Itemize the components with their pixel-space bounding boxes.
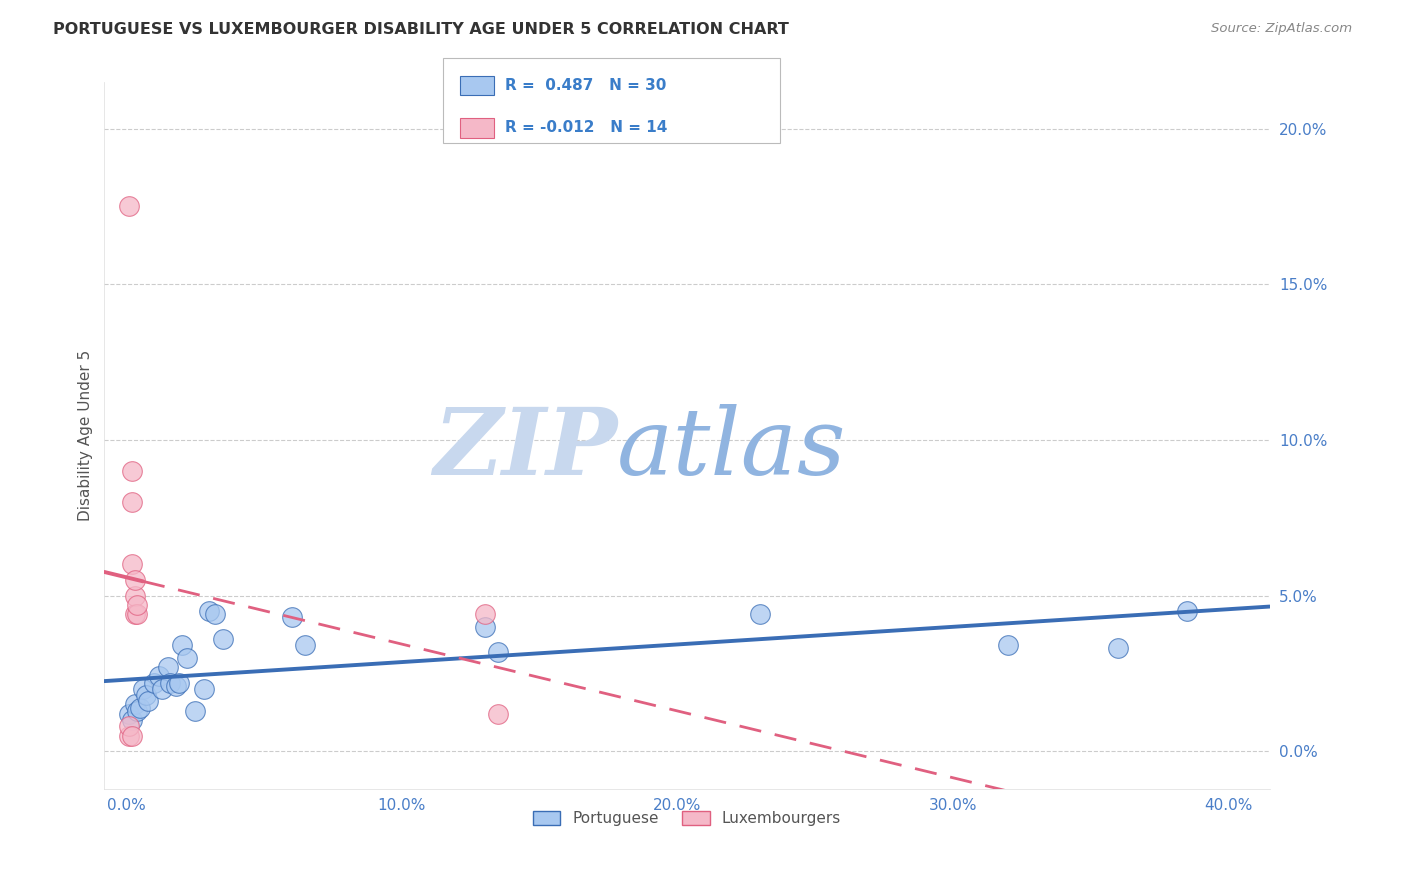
Point bbox=[121, 729, 143, 743]
Point bbox=[198, 604, 221, 618]
Point bbox=[132, 681, 155, 696]
Point bbox=[184, 704, 207, 718]
Point bbox=[749, 607, 772, 622]
Point bbox=[294, 638, 316, 652]
Point bbox=[193, 681, 215, 696]
Text: Source: ZipAtlas.com: Source: ZipAtlas.com bbox=[1212, 22, 1353, 36]
Point bbox=[486, 706, 509, 721]
Point bbox=[127, 704, 149, 718]
Point bbox=[121, 558, 143, 572]
Point bbox=[124, 698, 146, 712]
Point bbox=[165, 679, 187, 693]
Point bbox=[118, 199, 141, 213]
Point bbox=[148, 669, 170, 683]
Point bbox=[170, 638, 193, 652]
Point bbox=[280, 610, 302, 624]
Text: PORTUGUESE VS LUXEMBOURGER DISABILITY AGE UNDER 5 CORRELATION CHART: PORTUGUESE VS LUXEMBOURGER DISABILITY AG… bbox=[53, 22, 789, 37]
Point bbox=[124, 607, 146, 622]
Text: R =  0.487   N = 30: R = 0.487 N = 30 bbox=[505, 78, 666, 93]
Point bbox=[143, 675, 166, 690]
Point bbox=[204, 607, 226, 622]
Point bbox=[118, 719, 141, 733]
Point bbox=[159, 675, 181, 690]
Text: R = -0.012   N = 14: R = -0.012 N = 14 bbox=[505, 120, 666, 136]
Point bbox=[121, 464, 143, 478]
Point bbox=[121, 713, 143, 727]
Point bbox=[211, 632, 233, 646]
Point bbox=[127, 607, 149, 622]
Point bbox=[150, 681, 173, 696]
Point bbox=[129, 700, 152, 714]
Point bbox=[118, 729, 141, 743]
Point bbox=[474, 607, 496, 622]
Y-axis label: Disability Age Under 5: Disability Age Under 5 bbox=[79, 350, 93, 521]
Point bbox=[138, 694, 160, 708]
Point bbox=[997, 638, 1019, 652]
Point bbox=[118, 706, 141, 721]
Point bbox=[124, 589, 146, 603]
Point bbox=[156, 660, 179, 674]
Point bbox=[127, 598, 149, 612]
Text: ZIP: ZIP bbox=[433, 404, 617, 494]
Point bbox=[474, 620, 496, 634]
Point bbox=[1175, 604, 1198, 618]
Point bbox=[486, 644, 509, 658]
Point bbox=[176, 650, 198, 665]
Text: atlas: atlas bbox=[617, 404, 846, 494]
Point bbox=[167, 675, 190, 690]
Point bbox=[121, 495, 143, 509]
Point bbox=[135, 688, 157, 702]
Point bbox=[124, 573, 146, 587]
Legend: Portuguese, Luxembourgers: Portuguese, Luxembourgers bbox=[526, 803, 849, 834]
Point bbox=[1107, 641, 1129, 656]
